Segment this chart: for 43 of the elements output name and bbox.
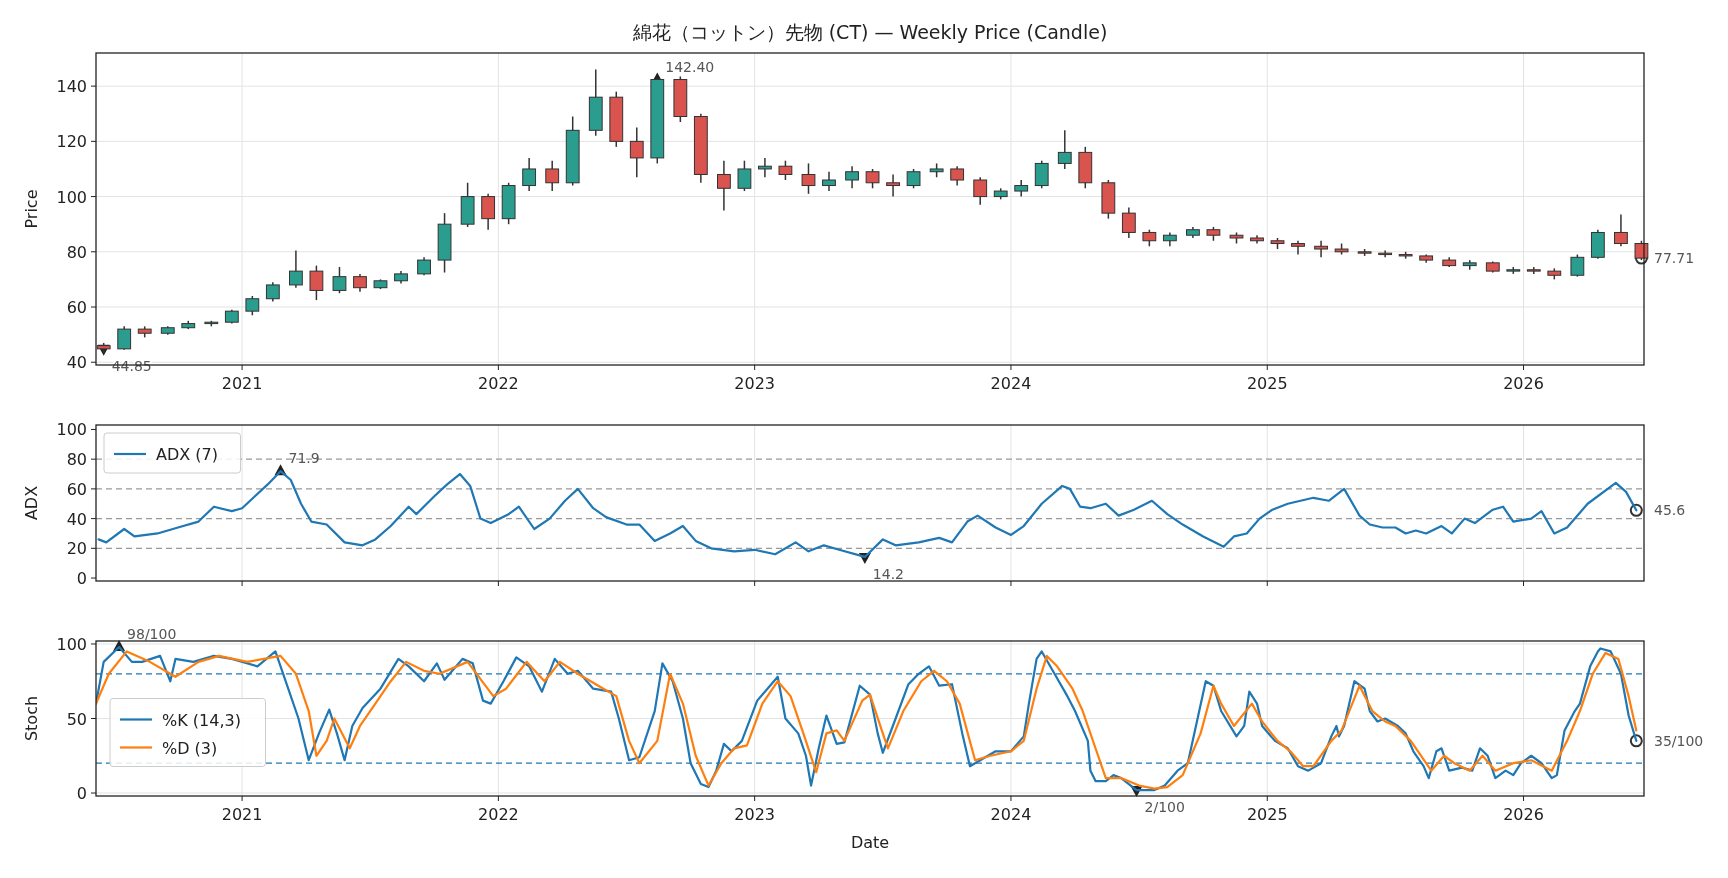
y-axis-title: Price bbox=[22, 189, 41, 229]
x-tick-label: 2023 bbox=[734, 374, 776, 393]
x-tick-label: 2026 bbox=[1503, 805, 1544, 824]
y-tick-label: 40 bbox=[66, 353, 87, 373]
y-tick-label: 20 bbox=[66, 539, 87, 559]
annotation: 98/100 bbox=[127, 625, 177, 642]
y-tick-label: 80 bbox=[66, 450, 87, 470]
annotation: 14.2 bbox=[872, 565, 905, 582]
y-tick-label: 0 bbox=[76, 569, 87, 589]
x-tick-label: 2025 bbox=[1246, 374, 1288, 393]
y-tick-label: 80 bbox=[66, 242, 87, 262]
legend-label: ADX (7) bbox=[156, 445, 218, 464]
y-tick-label: 60 bbox=[66, 298, 87, 318]
y-tick-label: 40 bbox=[66, 509, 87, 529]
x-tick-label: 2024 bbox=[990, 805, 1032, 824]
x-tick-label: 2021 bbox=[221, 374, 263, 393]
annotation: 142.40 bbox=[665, 58, 715, 75]
annotation: 77.71 bbox=[1654, 250, 1695, 267]
annotation: 45.6 bbox=[1654, 502, 1686, 519]
y-tick-label: 120 bbox=[56, 132, 87, 152]
x-tick-label: 2023 bbox=[734, 805, 776, 824]
y-tick-label: 140 bbox=[56, 77, 87, 97]
x-axis-title: Date bbox=[850, 833, 890, 852]
y-axis-title: ADX bbox=[22, 485, 41, 521]
y-tick-label: 100 bbox=[56, 420, 87, 440]
x-tick-label: 2022 bbox=[478, 374, 519, 393]
x-tick-label: 2026 bbox=[1503, 374, 1544, 393]
y-axis-title: Stoch bbox=[22, 695, 41, 742]
annotation: 71.9 bbox=[288, 450, 320, 467]
annotation: 2/100 bbox=[1144, 799, 1185, 816]
y-tick-label: 100 bbox=[56, 187, 87, 207]
x-tick-label: 2024 bbox=[990, 374, 1032, 393]
annotation: 35/100 bbox=[1654, 732, 1704, 749]
x-tick-label: 2021 bbox=[221, 805, 263, 824]
chart-title: 綿花（コットン）先物 (CT) — Weekly Price (Candle) bbox=[631, 21, 1108, 43]
y-tick-label: 100 bbox=[56, 634, 87, 654]
legend-label: %D (3) bbox=[162, 738, 218, 758]
x-tick-label: 2022 bbox=[478, 805, 519, 824]
y-tick-label: 0 bbox=[76, 784, 87, 804]
legend-label: %K (14,3) bbox=[162, 710, 241, 730]
y-tick-label: 50 bbox=[66, 709, 87, 729]
x-tick-label: 2025 bbox=[1246, 805, 1288, 824]
y-tick-label: 60 bbox=[66, 479, 87, 499]
